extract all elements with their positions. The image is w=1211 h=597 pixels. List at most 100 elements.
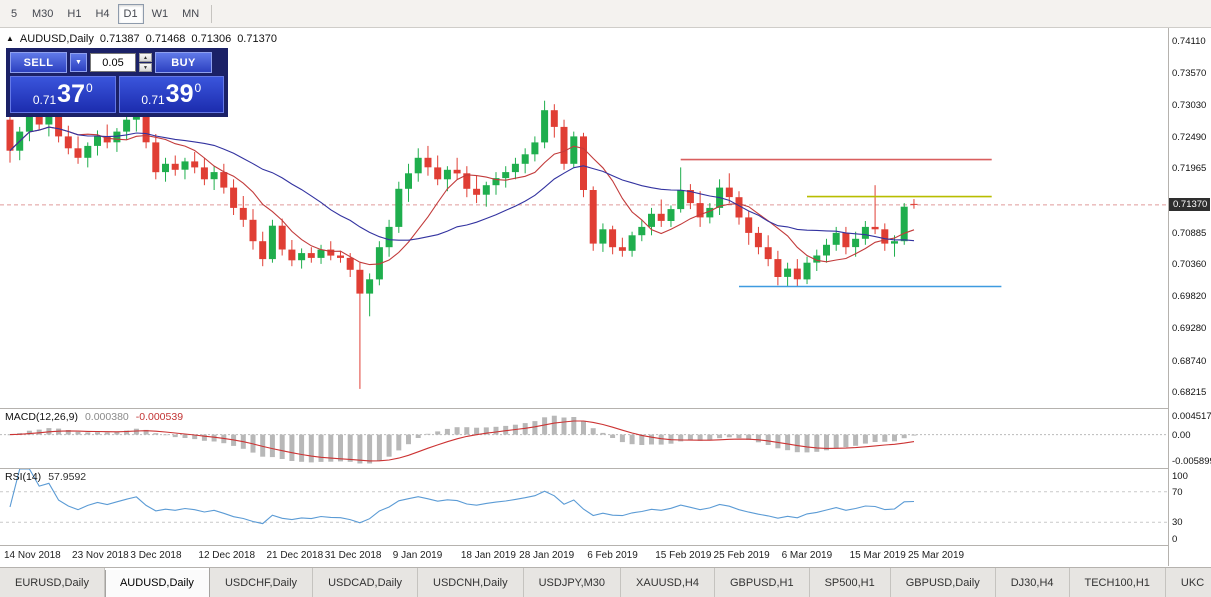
candle <box>754 226 762 255</box>
ohlc-close: 0.71370 <box>237 33 277 45</box>
rsi-axis-label: 100 <box>1172 471 1188 482</box>
chart-tab-bar: EURUSD,Daily AUDUSD,Daily USDCHF,Daily USDC… <box>0 567 1211 597</box>
candle <box>764 235 772 267</box>
ohlc-open: 0.71387 <box>99 33 140 45</box>
panel-divider <box>0 468 1211 469</box>
price-axis-label: 0.70360 <box>1172 259 1207 271</box>
chart-tab-usdjpy-m30[interactable]: USDJPY,M30 <box>524 568 622 597</box>
buy-price-pipette: 0 <box>194 80 202 95</box>
candle <box>405 163 412 202</box>
chart-tab-gbpusd-daily[interactable]: GBPUSD,Daily <box>891 568 996 597</box>
candle <box>609 225 617 255</box>
time-axis-label: 6 Feb 2019 <box>587 550 638 561</box>
candle <box>686 184 694 210</box>
candle <box>657 199 665 227</box>
time-axis-label: 12 Dec 2018 <box>198 550 256 561</box>
candle <box>259 231 267 267</box>
candle <box>210 166 218 190</box>
candle <box>725 173 733 204</box>
buy-button[interactable]: BUY <box>155 52 212 73</box>
chart-tab-sp500-h1[interactable]: SP500,H1 <box>810 568 891 597</box>
candle <box>74 136 82 164</box>
candle <box>735 191 743 225</box>
price-axis-label: 0.70885 <box>1172 227 1207 239</box>
ma-slow-line <box>9 126 915 242</box>
candle <box>239 196 247 227</box>
ohlc-high: 0.71468 <box>145 33 186 45</box>
time-axis-label: 14 Nov 2018 <box>4 550 61 561</box>
time-axis-label: 6 Mar 2019 <box>781 550 833 561</box>
chart-tab-gbpusd-h1[interactable]: GBPUSD,H1 <box>715 568 810 597</box>
chart-tab-eurusd-daily[interactable]: EURUSD,Daily <box>0 568 105 597</box>
volume-spinner-down-icon[interactable]: ▼ <box>139 63 152 72</box>
candle <box>618 237 626 257</box>
candle <box>395 181 403 233</box>
candle <box>152 134 160 180</box>
timeframe-button-w1[interactable]: W1 <box>151 7 169 20</box>
chart-tab-usdcnh-daily[interactable]: USDCNH,Daily <box>418 568 524 597</box>
chart-tab-dj30-h4[interactable]: DJ30,H4 <box>996 568 1070 597</box>
candle <box>823 238 830 263</box>
toolbar-separator <box>211 4 213 23</box>
time-axis-label: 25 Feb 2019 <box>713 550 770 561</box>
macd-axis-label: 0.00 <box>1172 429 1191 441</box>
panel-divider <box>0 545 1211 546</box>
price-chart[interactable] <box>0 28 1168 408</box>
candle <box>502 166 510 188</box>
candle <box>550 104 558 138</box>
candle <box>113 128 121 152</box>
candle <box>414 148 422 182</box>
time-axis-label: 23 Nov 2018 <box>72 550 129 561</box>
timeframe-button-m30[interactable]: M30 <box>32 7 54 20</box>
rsi-axis-label: 30 <box>1172 517 1183 529</box>
candles-layer <box>6 100 918 389</box>
rsi-axis-label: 70 <box>1172 486 1183 498</box>
sell-button[interactable]: SELL <box>10 52 67 73</box>
timeframe-button-mn[interactable]: MN <box>182 7 200 20</box>
chart-tab-audusd-daily[interactable]: AUDUSD,Daily <box>104 568 210 597</box>
candle <box>628 231 636 257</box>
chart-tab-ukc[interactable]: UKC <box>1166 568 1211 597</box>
sell-price-display[interactable]: 0.71 37 0 <box>10 76 116 113</box>
candle <box>900 203 908 245</box>
price-axis-label: 0.68740 <box>1172 355 1207 367</box>
candle <box>648 207 655 236</box>
chart-header: ▲ AUDUSD,Daily 0.71387 0.71468 0.71306 0… <box>6 33 277 45</box>
time-axis[interactable]: 14 Nov 2018 23 Nov 2018 3 Dec 2018 12 Dec 2… <box>0 546 1168 566</box>
candle <box>220 163 228 194</box>
buy-price-display[interactable]: 0.71 39 0 <box>118 76 224 113</box>
candle <box>531 136 539 162</box>
candle <box>541 100 549 149</box>
price-axis-label: 0.71965 <box>1172 163 1207 175</box>
chart-tab-usdcad-daily[interactable]: USDCAD,Daily <box>313 568 419 597</box>
volume-input[interactable] <box>90 53 136 72</box>
candle <box>793 259 801 287</box>
macd-panel[interactable] <box>0 409 1168 468</box>
macd-name: MACD(12,26,9) <box>5 411 78 423</box>
candle <box>162 157 169 182</box>
chart-tab-xauusd-h4[interactable]: XAUUSD,H4 <box>621 568 715 597</box>
timeframe-button-d1[interactable]: D1 <box>117 3 144 24</box>
time-axis-label: 15 Feb 2019 <box>655 550 712 561</box>
candle <box>511 157 519 180</box>
time-axis-label: 25 Mar 2019 <box>907 550 965 561</box>
candle <box>171 155 179 176</box>
time-axis-label: 18 Jan 2019 <box>460 550 516 561</box>
chart-tab-tech100-h1[interactable]: TECH100,H1 <box>1070 568 1166 597</box>
candle <box>268 219 276 263</box>
candle <box>288 240 296 267</box>
candle <box>200 157 208 186</box>
candle <box>473 175 481 204</box>
timeframe-button-h4[interactable]: H4 <box>95 7 110 20</box>
candle <box>667 205 675 227</box>
rsi-panel[interactable] <box>0 469 1168 545</box>
volume-spinner-up-icon[interactable]: ▲ <box>139 53 152 62</box>
volume-dropdown-icon[interactable]: ▼ <box>70 53 87 72</box>
price-axis[interactable]: 0.74110 0.73570 0.73030 0.72490 0.71965 0.708… <box>1169 28 1211 566</box>
timeframe-button-5[interactable]: 5 <box>10 7 18 20</box>
timeframe-button-h1[interactable]: H1 <box>67 7 82 20</box>
candle <box>463 166 471 198</box>
chart-tab-usdchf-daily[interactable]: USDCHF,Daily <box>210 568 314 597</box>
candle <box>123 116 131 140</box>
trade-panel-collapse-icon[interactable]: ▲ <box>6 34 14 43</box>
